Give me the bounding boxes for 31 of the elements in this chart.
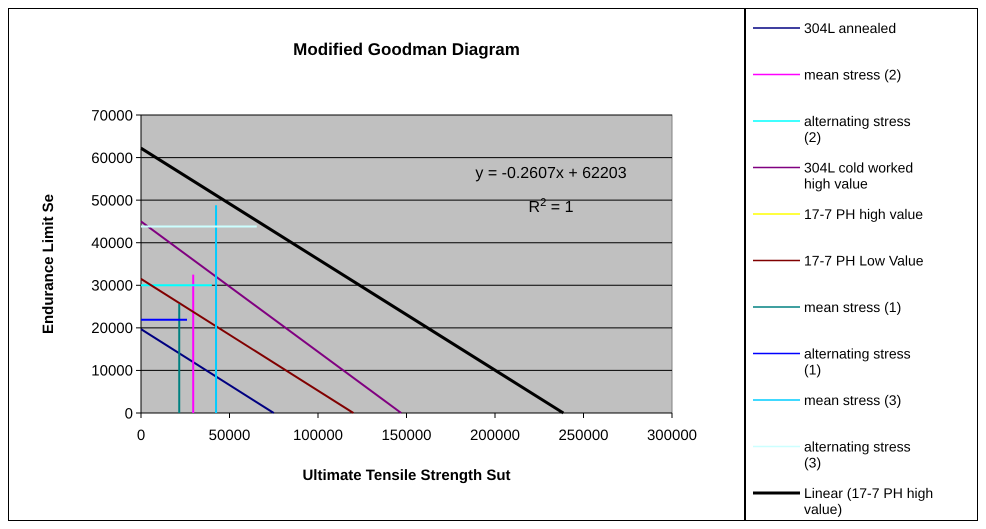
x-axis-title: Ultimate Tensile Strength Sut <box>302 467 511 484</box>
x-tick-label: 300000 <box>646 427 698 444</box>
annotation: y = -0.2607x + 62203 <box>475 165 627 182</box>
y-tick-label: 10000 <box>91 362 133 380</box>
legend-label: 304L annealed <box>804 20 896 36</box>
legend-label: Linear (17-7 PH high value) <box>804 485 934 517</box>
legend-label: 17-7 PH high value <box>804 206 924 222</box>
legend-label: 17-7 PH Low Value <box>804 252 924 268</box>
y-tick-label: 60000 <box>91 150 133 167</box>
y-tick-label: 0 <box>124 405 133 422</box>
x-tick-label: 100000 <box>292 427 344 444</box>
y-tick-label: 20000 <box>91 320 133 338</box>
chart-title: Modified Goodman Diagram <box>293 40 520 59</box>
x-tick-label: 250000 <box>558 427 609 444</box>
x-tick-label: 50000 <box>208 427 250 444</box>
legend-label: 304L cold worked high value <box>804 160 914 192</box>
legend-label: alternating stress (2) <box>804 113 911 145</box>
legend-label: mean stress (3) <box>804 392 902 408</box>
y-axis-title: Endurance Limit Se <box>40 194 57 334</box>
y-tick-label: 40000 <box>91 234 133 252</box>
annotation: R$^{2}$ = 1 <box>528 197 574 216</box>
legend-label: mean stress (1) <box>804 299 902 315</box>
legend-label: mean stress (2) <box>804 66 902 82</box>
y-tick-label: 70000 <box>91 107 133 124</box>
y-tick-label: 50000 <box>91 192 133 210</box>
x-tick-label: 200000 <box>470 427 520 444</box>
legend-label: alternating stress (1) <box>804 346 911 378</box>
x-tick-label: 0 <box>136 427 146 444</box>
legend-label: alternating stress (3) <box>804 438 911 470</box>
y-tick-label: 30000 <box>91 278 133 295</box>
x-tick-label: 150000 <box>381 427 432 444</box>
